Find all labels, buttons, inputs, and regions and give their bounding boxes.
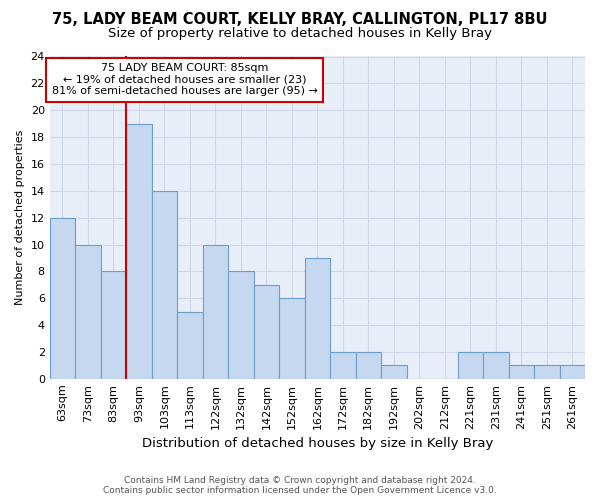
Bar [279, 298, 305, 379]
Bar [330, 352, 356, 379]
Bar [177, 312, 203, 379]
Text: Contains HM Land Registry data © Crown copyright and database right 2024.
Contai: Contains HM Land Registry data © Crown c… [103, 476, 497, 495]
Bar [101, 272, 126, 379]
Bar [458, 352, 483, 379]
Text: Size of property relative to detached houses in Kelly Bray: Size of property relative to detached ho… [108, 28, 492, 40]
Bar [534, 366, 560, 379]
Bar [75, 244, 101, 379]
X-axis label: Distribution of detached houses by size in Kelly Bray: Distribution of detached houses by size … [142, 437, 493, 450]
Bar [203, 244, 228, 379]
Bar [228, 272, 254, 379]
Bar [126, 124, 152, 379]
Text: 75 LADY BEAM COURT: 85sqm
← 19% of detached houses are smaller (23)
81% of semi-: 75 LADY BEAM COURT: 85sqm ← 19% of detac… [52, 63, 318, 96]
Bar [356, 352, 381, 379]
Bar [152, 191, 177, 379]
Y-axis label: Number of detached properties: Number of detached properties [15, 130, 25, 306]
Bar [254, 285, 279, 379]
Bar [509, 366, 534, 379]
Bar [560, 366, 585, 379]
Bar [483, 352, 509, 379]
Bar [381, 366, 407, 379]
Bar [305, 258, 330, 379]
Text: 75, LADY BEAM COURT, KELLY BRAY, CALLINGTON, PL17 8BU: 75, LADY BEAM COURT, KELLY BRAY, CALLING… [52, 12, 548, 28]
Bar [50, 218, 75, 379]
